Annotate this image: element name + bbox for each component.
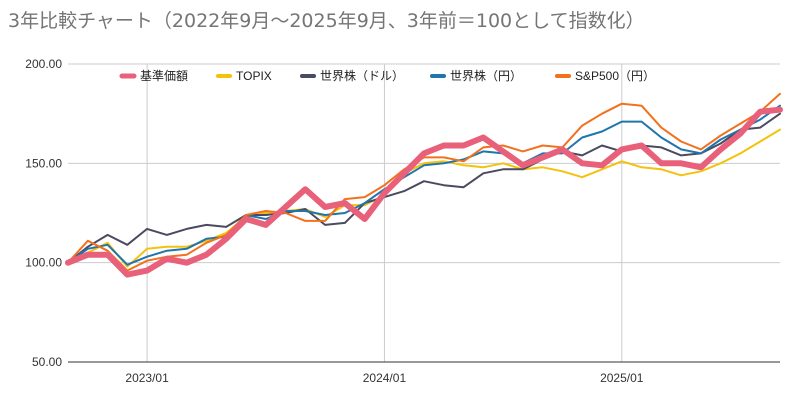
series-line-1 — [67, 128, 781, 268]
x-tick-label: 2025/01 — [600, 371, 644, 385]
legend: 基準価額 TOPIX 世界株（ドル） 世界株（円） S&P500（円） — [119, 68, 655, 83]
chart-title: 3年比較チャート（2022年9月〜2025年9月、3年前＝100として指数化） — [8, 10, 645, 32]
legend-label: 世界株（ドル） — [320, 68, 404, 83]
series-line-0 — [65, 106, 783, 278]
legend-label: TOPIX — [236, 69, 272, 83]
grid-layer — [68, 63, 780, 363]
series-line-2 — [67, 112, 781, 264]
y-tick-label: 200.00 — [25, 57, 62, 71]
y-tick-label: 100.00 — [25, 256, 62, 270]
y-tick-label: 150.00 — [25, 156, 62, 170]
legend-label: 世界株（円） — [450, 68, 522, 83]
legend-label: 基準価額 — [140, 68, 188, 83]
x-tick-label: 2023/01 — [125, 371, 169, 385]
series-layer — [65, 92, 783, 278]
y-tick-label: 50.00 — [32, 355, 62, 369]
axis-layer: 50.00 100.00 150.00 200.00 2023/01 2024/01 202… — [25, 57, 780, 385]
x-tick-label: 2024/01 — [363, 371, 407, 385]
legend-label: S&P500（円） — [575, 69, 655, 83]
series-line-3 — [67, 104, 781, 266]
